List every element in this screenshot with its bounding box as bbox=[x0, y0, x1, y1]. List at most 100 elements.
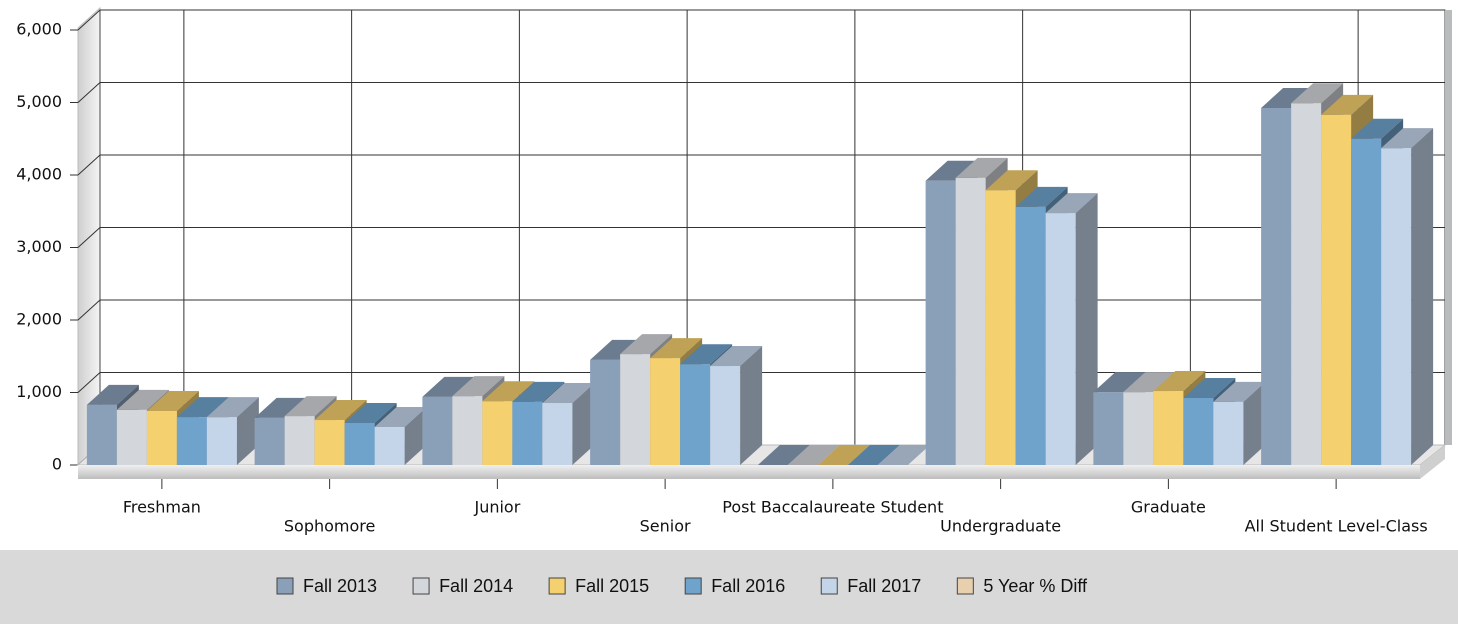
x-tick-label: Senior bbox=[640, 517, 691, 536]
y-tick-label: 4,000 bbox=[16, 165, 62, 184]
bar-top bbox=[847, 445, 900, 465]
bar-front bbox=[1045, 213, 1076, 465]
bar-side bbox=[1243, 381, 1266, 465]
bar-front bbox=[512, 401, 543, 465]
bar-side bbox=[404, 406, 427, 465]
bar-top bbox=[710, 346, 763, 367]
grid-line bbox=[77, 372, 101, 393]
bar-top bbox=[620, 334, 673, 355]
bar-top bbox=[1213, 381, 1266, 402]
bar-top bbox=[877, 445, 930, 465]
bar-front bbox=[1123, 392, 1154, 465]
bar-top bbox=[1291, 83, 1344, 104]
bar-front bbox=[620, 354, 651, 465]
bar-top bbox=[176, 397, 229, 418]
y-tick-label: 5,000 bbox=[16, 92, 62, 111]
legend-swatch bbox=[956, 577, 974, 595]
bar-top bbox=[86, 384, 139, 405]
bar-front bbox=[452, 396, 483, 465]
y-tick-label: 2,000 bbox=[16, 310, 62, 329]
bar-top bbox=[650, 338, 703, 359]
bar-top bbox=[116, 389, 169, 410]
bar-front bbox=[1381, 148, 1412, 466]
bar-top bbox=[1015, 186, 1068, 207]
bar-front bbox=[1015, 206, 1046, 465]
x-tick-label: Post Baccalaureate Student bbox=[722, 498, 943, 517]
bar-top bbox=[254, 397, 307, 418]
legend-label: Fall 2015 bbox=[575, 576, 649, 596]
bar-front bbox=[955, 177, 986, 465]
bar-top bbox=[1093, 372, 1146, 393]
bar-top bbox=[985, 170, 1038, 191]
bar-front bbox=[116, 409, 147, 465]
bar-top bbox=[512, 381, 565, 402]
y-tick-label: 3,000 bbox=[16, 237, 62, 256]
bar-front bbox=[680, 364, 711, 465]
bar-front bbox=[710, 366, 741, 465]
bar-top bbox=[452, 376, 505, 397]
bar-top bbox=[284, 396, 337, 417]
bar-front bbox=[1291, 103, 1322, 465]
bar-front bbox=[1213, 401, 1244, 465]
x-tick-label: Sophomore bbox=[284, 517, 375, 536]
bar-top bbox=[1045, 193, 1098, 214]
bar-top bbox=[955, 157, 1008, 178]
bar-front bbox=[422, 396, 453, 465]
bar-front bbox=[374, 426, 405, 465]
bar-top bbox=[1381, 128, 1434, 149]
bar-top bbox=[1261, 87, 1314, 108]
x-tick-label: Undergraduate bbox=[940, 517, 1061, 536]
bar-top bbox=[1351, 118, 1404, 139]
grid-line bbox=[77, 154, 101, 176]
bar-front bbox=[344, 422, 375, 465]
bar-top bbox=[787, 445, 840, 465]
bar-front bbox=[206, 417, 237, 465]
bar-front bbox=[176, 417, 207, 465]
grid-line bbox=[77, 82, 101, 103]
bar-top bbox=[146, 390, 199, 411]
bar-top bbox=[542, 383, 595, 404]
bar-top bbox=[1183, 377, 1236, 398]
grid-line bbox=[77, 299, 101, 321]
bar-top bbox=[374, 406, 427, 427]
legend-label: Fall 2013 bbox=[303, 576, 377, 596]
legend-swatch bbox=[548, 577, 566, 595]
bar-top bbox=[590, 339, 643, 360]
bar-front bbox=[542, 403, 573, 465]
bar-front bbox=[1153, 391, 1184, 465]
bar-side bbox=[1411, 128, 1434, 466]
bar-front bbox=[314, 420, 345, 465]
legend-swatch bbox=[276, 577, 294, 595]
bar-front bbox=[590, 359, 621, 465]
bar-top bbox=[1321, 94, 1374, 115]
y-tick-label: 1,000 bbox=[16, 382, 62, 401]
bar-top bbox=[422, 376, 475, 397]
legend-label: 5 Year % Diff bbox=[983, 576, 1088, 596]
grid-line bbox=[77, 9, 101, 31]
bar-top bbox=[482, 381, 535, 402]
x-tick-label: Junior bbox=[473, 498, 520, 517]
bar-side bbox=[740, 346, 763, 465]
bar-front bbox=[1183, 397, 1214, 465]
bar-front bbox=[1093, 392, 1124, 465]
x-tick-label: Graduate bbox=[1131, 498, 1206, 517]
bar-front bbox=[284, 416, 315, 465]
bar-top bbox=[1153, 371, 1206, 392]
y-tick-label: 0 bbox=[52, 455, 62, 474]
bar-front bbox=[985, 190, 1016, 465]
bar-top bbox=[925, 160, 978, 181]
legend-swatch bbox=[684, 577, 702, 595]
bar-top bbox=[817, 445, 870, 465]
floor-front bbox=[78, 465, 1420, 479]
bar-front bbox=[650, 358, 681, 465]
legend-swatch bbox=[820, 577, 838, 595]
bar-side bbox=[572, 383, 595, 465]
bar-front bbox=[1261, 107, 1292, 465]
bar-front bbox=[86, 404, 117, 465]
bar-top bbox=[680, 344, 733, 365]
bar-top bbox=[206, 397, 259, 418]
bar-front bbox=[925, 180, 956, 466]
bar-top bbox=[314, 400, 367, 421]
right-edge bbox=[1445, 10, 1452, 445]
